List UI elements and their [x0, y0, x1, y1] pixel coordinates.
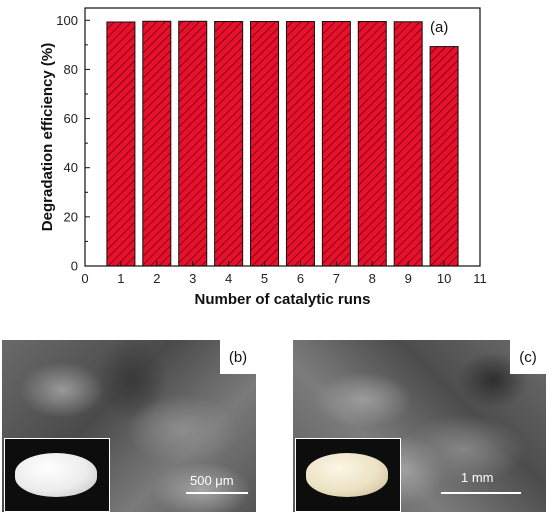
- x-tick-label: 3: [189, 271, 196, 286]
- white-sample-disc: [15, 453, 97, 497]
- bar-run-6: [285, 21, 315, 267]
- sem-image-panel-c: (c) 1 mm: [293, 340, 546, 512]
- scale-label-c: 1 mm: [461, 470, 494, 485]
- bar-run-5: [250, 21, 280, 267]
- x-tick-label: 4: [225, 271, 232, 286]
- x-tick-label: 10: [437, 271, 451, 286]
- x-axis-title: Number of catalytic runs: [195, 291, 371, 308]
- bar-run-10: [429, 46, 459, 267]
- degradation-bar-chart: 0 1 2 3 4 5 6 7 8 9 10 11 0 20 40 60 80 100 (a) Number of…: [39, 7, 487, 308]
- sample-photo-inset-c: [295, 438, 401, 512]
- plot-frame: [84, 7, 481, 267]
- y-axis-title: Degradation efficiency (%): [39, 43, 56, 231]
- y-tick-label: 40: [64, 160, 78, 175]
- y-tick-label: 100: [56, 13, 78, 28]
- bar-run-7: [321, 21, 351, 267]
- bar-run-9: [393, 21, 423, 267]
- x-tick-label: 5: [261, 271, 268, 286]
- x-tick-label: 6: [297, 271, 304, 286]
- bar-run-4: [214, 21, 244, 267]
- y-tick-label: 80: [64, 62, 78, 77]
- x-tick-label: 11: [473, 271, 487, 286]
- ticks-layer: 0 1 2 3 4 5 6 7 8 9 10 11 0 20 40 60 80 100: [56, 13, 486, 286]
- panel-label-c: (c): [510, 340, 546, 374]
- panel-label-b: (b): [220, 340, 256, 374]
- bar-run-1: [106, 21, 136, 267]
- scale-bar-c: [441, 492, 521, 494]
- sample-photo-inset-b: [4, 438, 110, 512]
- bar-run-8: [357, 21, 387, 267]
- y-tick-label: 20: [64, 209, 78, 224]
- scale-bar-b: [186, 492, 248, 494]
- x-tick-label: 1: [117, 271, 124, 286]
- yellow-sample-disc: [306, 453, 388, 497]
- y-tick-label: 0: [71, 259, 78, 274]
- x-tick-label: 8: [369, 271, 376, 286]
- bar-run-2: [142, 20, 172, 267]
- panel-label-a: (a): [430, 19, 448, 36]
- scale-label-b: 500 μm: [190, 473, 234, 488]
- x-tick-label: 0: [81, 271, 88, 286]
- x-tick-label: 2: [153, 271, 160, 286]
- bar-run-3: [178, 20, 208, 267]
- y-tick-label: 60: [64, 111, 78, 126]
- sem-image-panel-b: (b) 500 μm: [2, 340, 256, 512]
- x-tick-label: 7: [333, 271, 340, 286]
- bars-layer: [106, 20, 459, 267]
- x-tick-label: 9: [405, 271, 412, 286]
